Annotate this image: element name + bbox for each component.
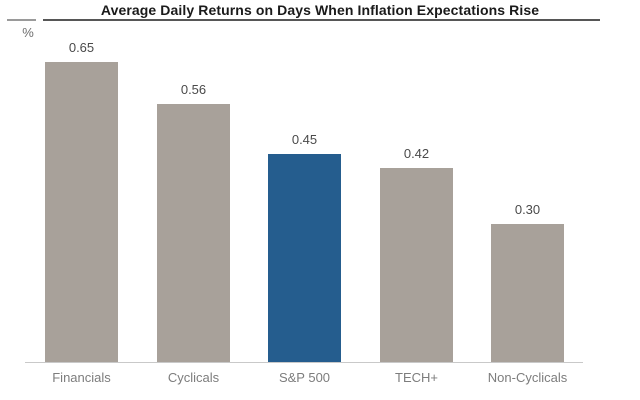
x-axis-line [25,362,583,363]
bar [157,104,230,362]
bar-value-label: 0.30 [514,202,541,217]
bar-value-label: 0.56 [180,82,207,97]
chart-title: Average Daily Returns on Days When Infla… [100,2,540,18]
category-label: Non-Cyclicals [487,370,568,385]
category-label: Cyclicals [167,370,220,385]
bar-value-label: 0.45 [291,132,318,147]
y-axis-unit-label: % [22,25,34,40]
bar-value-label: 0.65 [68,40,95,55]
bar [268,154,341,362]
title-underline-rule [43,19,600,21]
category-label: S&P 500 [278,370,331,385]
category-label: Financials [52,370,111,385]
bar [45,62,118,362]
unit-tick-line [7,19,36,21]
bar-value-label: 0.42 [403,146,430,161]
category-label: TECH+ [395,370,438,385]
bar [491,224,564,362]
bar [380,168,453,362]
